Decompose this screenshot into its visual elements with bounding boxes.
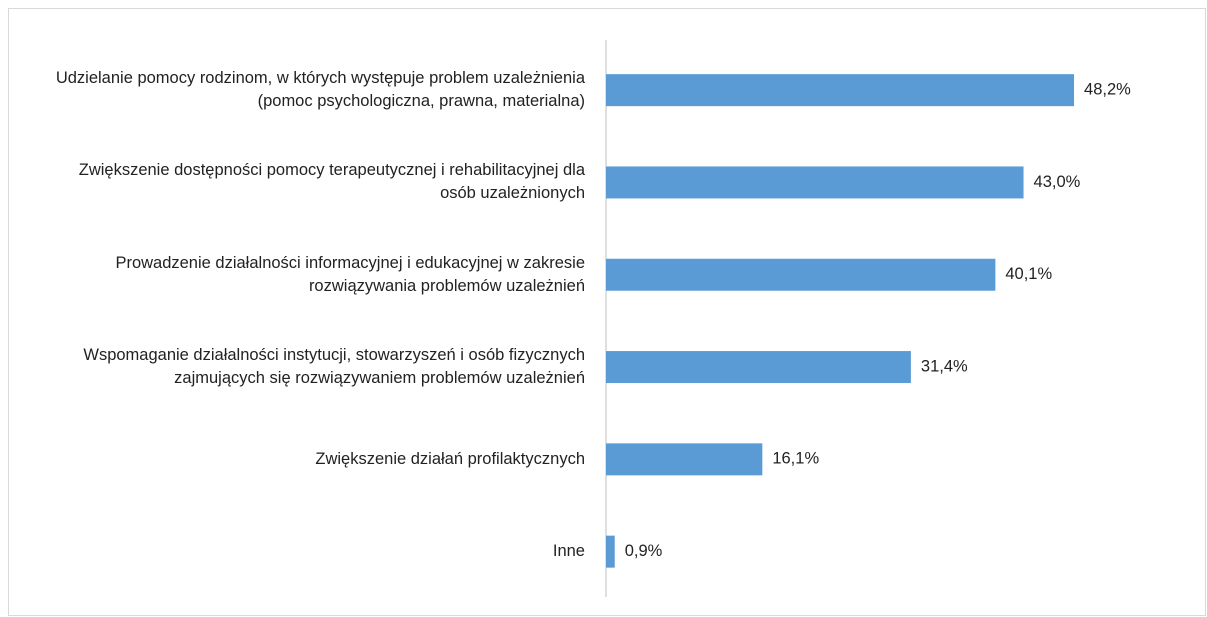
bar	[606, 443, 763, 476]
value-label: 16,1%	[772, 450, 819, 468]
value-label: 0,9%	[625, 542, 663, 560]
value-label: 31,4%	[921, 357, 968, 375]
bar	[606, 74, 1075, 107]
value-label: 40,1%	[1005, 265, 1052, 283]
bar	[606, 258, 996, 291]
category-label: Inne	[552, 542, 585, 561]
category-label: Udzielanie pomocy rodzinom, w których wy…	[55, 69, 585, 111]
category-label: Zwiększenie dostępności pomocy terapeuty…	[78, 161, 585, 203]
category-label: Prowadzenie działalności informacyjnej i…	[115, 253, 585, 295]
bar	[606, 535, 615, 568]
value-label: 43,0%	[1034, 173, 1081, 191]
value-label: 48,2%	[1084, 81, 1131, 99]
bar	[606, 351, 911, 384]
category-label: Wspomaganie działalności instytucji, sto…	[83, 346, 585, 388]
chart-border	[8, 8, 1206, 616]
bar	[606, 166, 1024, 199]
category-label: Zwiększenie działań profilaktycznych	[315, 449, 585, 468]
